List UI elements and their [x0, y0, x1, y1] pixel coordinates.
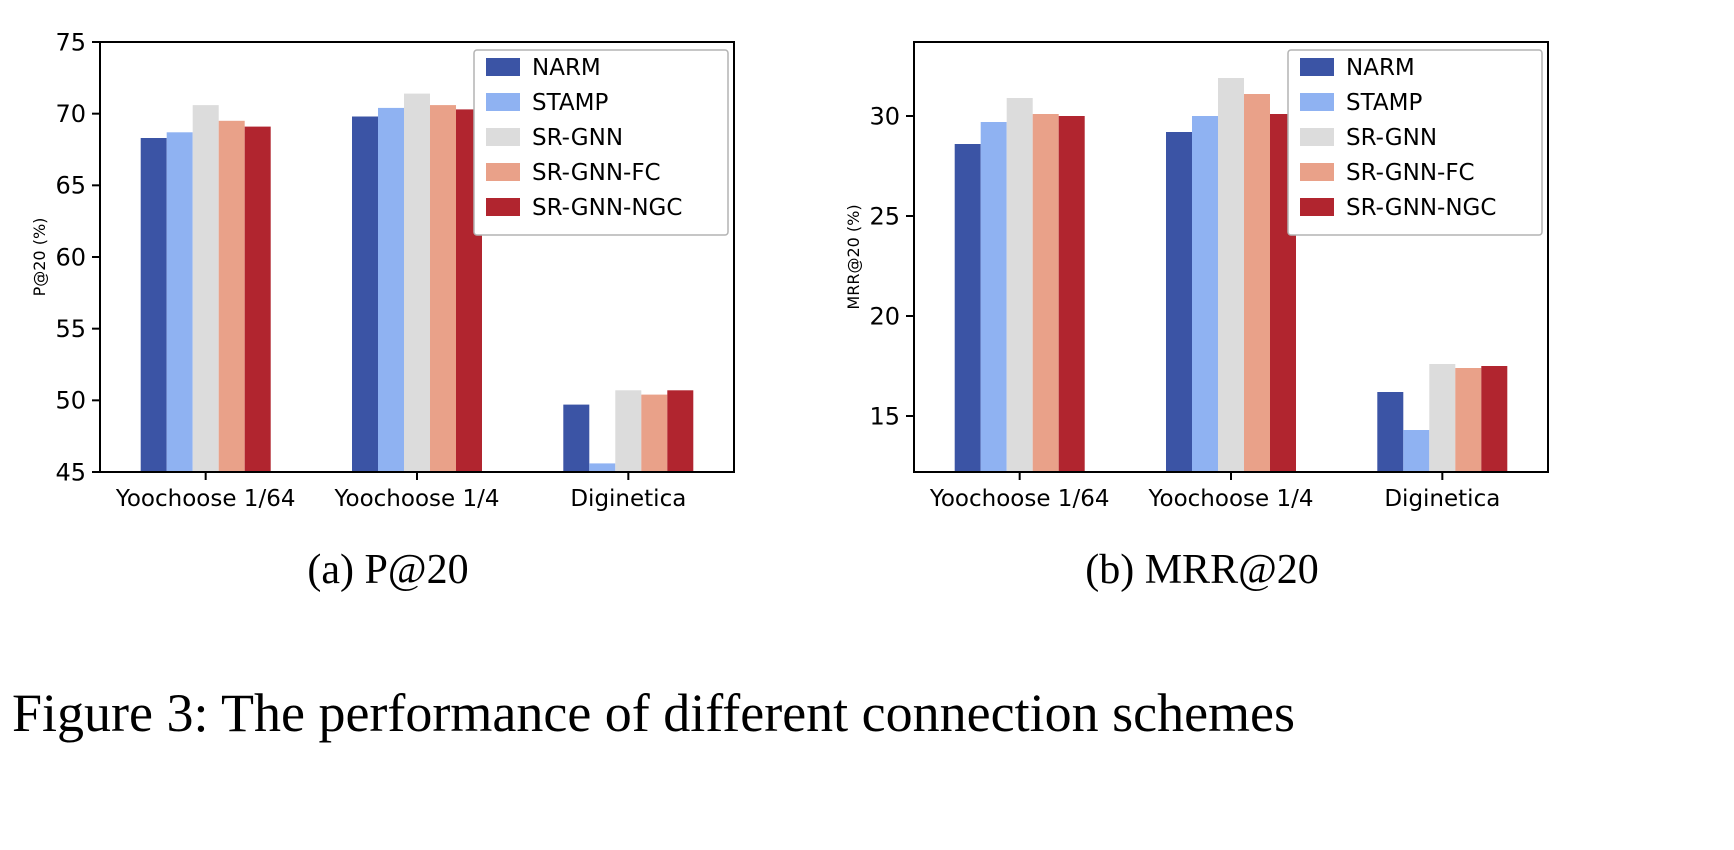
bar-sr-gnn — [404, 93, 430, 472]
mrr20-chart-panel: 15 20 25 30 Yoochoose 1/64 Yoochoose 1/4 Digin… — [842, 28, 1562, 594]
bar-stamp — [1403, 430, 1430, 472]
legend-label-sr-gnn-ngc: SR-GNN-NGC — [532, 195, 682, 221]
bar-narm — [563, 404, 590, 472]
y-tick-label: 75 — [55, 28, 86, 56]
y-tick-label: 25 — [869, 202, 900, 230]
bar-sr-gnn-fc — [1032, 114, 1059, 472]
legend-swatch-stamp — [1300, 93, 1334, 111]
x-tick-label: Yoochoose 1/64 — [929, 486, 1110, 512]
p20-subcaption: (a) P@20 — [307, 547, 469, 593]
y-axis-label: MRR@20 (%) — [844, 204, 863, 309]
legend-label-narm: NARM — [1346, 55, 1415, 81]
legend-label-stamp: STAMP — [532, 90, 608, 116]
legend-box — [473, 49, 729, 236]
bar-stamp — [589, 463, 616, 472]
mrr20-chart: 15 20 25 30 Yoochoose 1/64 Yoochoose 1/4 Digin… — [844, 41, 1549, 512]
y-tick-label: 45 — [55, 458, 86, 486]
y-tick-label: 20 — [869, 302, 900, 330]
mrr20-subcaption: (b) MRR@20 — [1085, 547, 1319, 593]
bar-stamp — [1192, 116, 1218, 472]
bar-narm — [1166, 132, 1192, 472]
p20-chart: 45 50 55 60 65 70 75 Yoochoose 1/64 Yoochoose 1/… — [30, 28, 735, 512]
figure-caption: Figure 3: The performance of different c… — [12, 683, 1296, 743]
legend: NARM STAMP SR-GNN SR-GNN-FC SR-GNN-NGC — [1287, 49, 1543, 236]
legend-label-sr-gnn-fc: SR-GNN-FC — [1346, 160, 1475, 186]
y-tick-label: 70 — [55, 100, 86, 128]
bar-sr-gnn-ngc — [667, 390, 694, 472]
bar-sr-gnn-ngc — [1058, 116, 1085, 472]
y-tick-label: 50 — [55, 387, 86, 415]
y-tick-label: 60 — [55, 243, 86, 271]
y-tick-label: 15 — [869, 402, 900, 430]
legend-swatch-sr-gnn — [486, 128, 520, 146]
legend-label-sr-gnn: SR-GNN — [532, 125, 623, 151]
legend-swatch-sr-gnn-fc — [1300, 163, 1334, 181]
x-tick-label: Yoochoose 1/4 — [334, 486, 500, 512]
x-tick-label: Yoochoose 1/64 — [115, 486, 296, 512]
bar-sr-gnn-fc — [1244, 94, 1270, 472]
bar-sr-gnn — [615, 390, 642, 472]
legend-box — [1287, 49, 1543, 236]
bar-narm — [352, 116, 378, 472]
p20-chart-panel: 45 50 55 60 65 70 75 Yoochoose 1/64 Yoochoose 1/… — [28, 28, 748, 594]
x-tick-label: Yoochoose 1/4 — [1148, 486, 1314, 512]
legend-label-stamp: STAMP — [1346, 90, 1422, 116]
bar-sr-gnn-fc — [641, 394, 668, 472]
bar-sr-gnn — [1006, 98, 1033, 472]
bar-stamp — [378, 107, 404, 473]
bar-sr-gnn — [1218, 78, 1244, 472]
bar-sr-gnn-fc — [218, 120, 245, 473]
bar-sr-gnn-fc — [1455, 368, 1482, 472]
bar-sr-gnn-fc — [430, 105, 456, 472]
bar-narm — [140, 138, 167, 472]
bar-stamp — [166, 132, 193, 473]
bar-narm — [954, 144, 981, 472]
legend: NARM STAMP SR-GNN SR-GNN-FC SR-GNN-NGC — [473, 49, 729, 236]
legend-label-sr-gnn: SR-GNN — [1346, 125, 1437, 151]
legend-swatch-narm — [1300, 58, 1334, 76]
x-tick-label: Diginetica — [1384, 486, 1500, 512]
legend-label-sr-gnn-fc: SR-GNN-FC — [532, 160, 661, 186]
bar-stamp — [980, 122, 1007, 472]
y-tick-label: 55 — [55, 315, 86, 343]
x-tick-label: Diginetica — [570, 486, 686, 512]
y-tick-label: 30 — [869, 102, 900, 130]
bar-sr-gnn-ngc — [244, 126, 271, 472]
legend-swatch-stamp — [486, 93, 520, 111]
bar-sr-gnn — [1429, 364, 1456, 472]
y-tick-label: 65 — [55, 172, 86, 200]
bar-sr-gnn — [192, 105, 219, 472]
bar-narm — [1377, 392, 1404, 472]
legend-swatch-sr-gnn-ngc — [486, 198, 520, 216]
legend-swatch-narm — [486, 58, 520, 76]
legend-label-sr-gnn-ngc: SR-GNN-NGC — [1346, 195, 1496, 221]
bar-sr-gnn-ngc — [1481, 366, 1508, 472]
y-axis-label: P@20 (%) — [30, 218, 49, 297]
legend-swatch-sr-gnn — [1300, 128, 1334, 146]
legend-swatch-sr-gnn-fc — [486, 163, 520, 181]
legend-label-narm: NARM — [532, 55, 601, 81]
legend-swatch-sr-gnn-ngc — [1300, 198, 1334, 216]
